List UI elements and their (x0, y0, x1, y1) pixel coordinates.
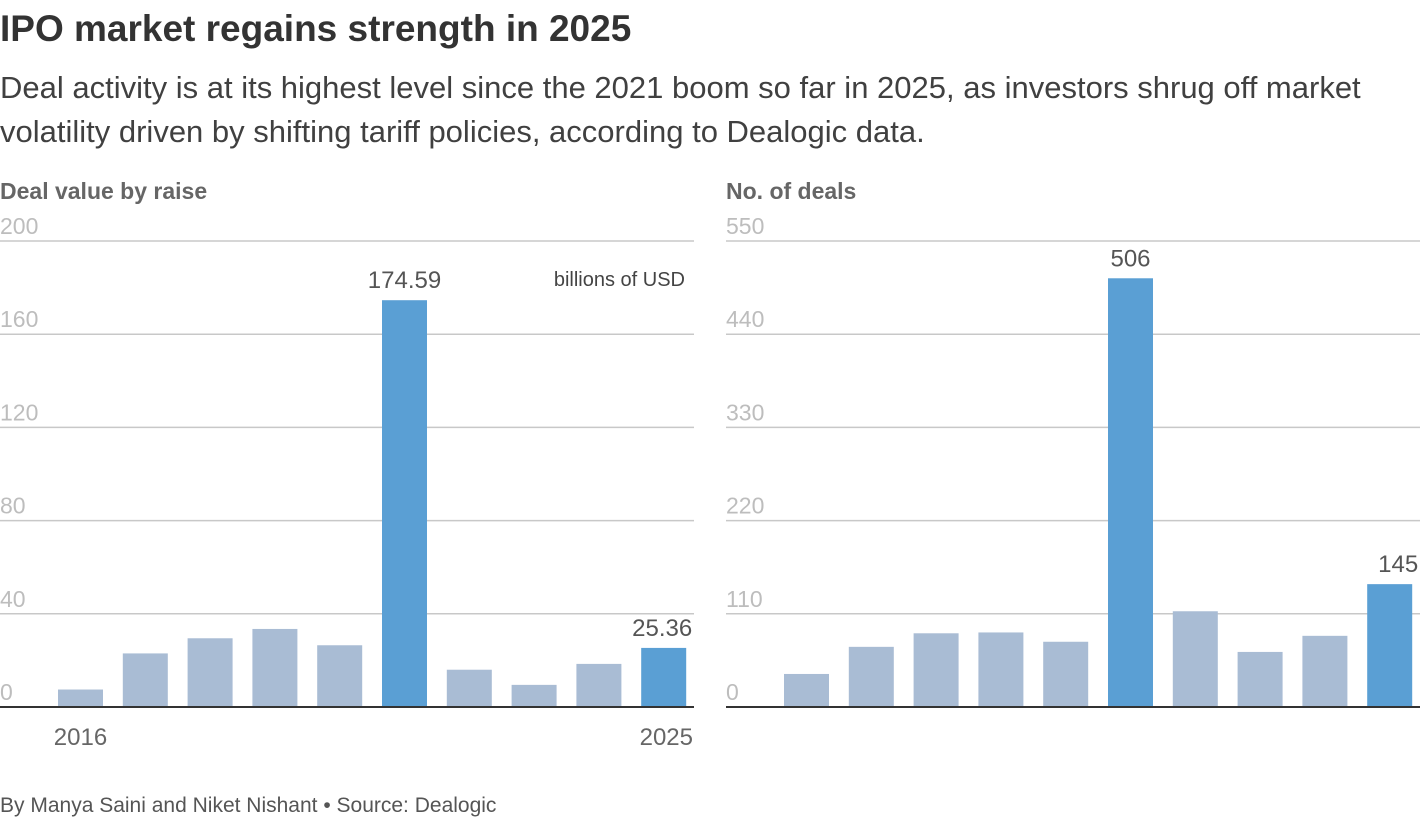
value-bar-2024 (576, 663, 622, 707)
count-y-tick-label: 550 (726, 213, 764, 239)
count-data-label: 145 (1378, 551, 1418, 578)
value-y-tick-label: 40 (0, 586, 26, 612)
count-bar-2023 (1237, 651, 1283, 707)
count-bar-2022 (1172, 611, 1218, 707)
count-bar-2019 (978, 632, 1024, 707)
count-bar-2017 (848, 646, 894, 707)
value-y-tick-label: 80 (0, 493, 26, 519)
count-bar-2018 (913, 633, 959, 707)
value-y-tick-label: 200 (0, 213, 38, 239)
value-bar-2018 (187, 638, 233, 707)
value-bar-2023 (511, 684, 557, 707)
count-y-tick-label: 440 (726, 306, 764, 332)
value-bar-2017 (122, 653, 168, 707)
deal-count-panel: No. of deals 0 110 220 330 440 550 506 145 (726, 176, 1420, 766)
value-x-tick-label: 2025 (640, 724, 693, 751)
value-data-label: 25.36 (632, 615, 692, 642)
deal-value-panel: Deal value by raise 0 40 80 120 160 200 174.59… (0, 176, 694, 766)
value-x-tick-label: 2016 (54, 724, 107, 751)
count-data-label: 506 (1110, 245, 1150, 272)
value-unit-label: billions of USD (554, 269, 685, 291)
deal-value-chart: 0 40 80 120 160 200 174.59 25.36 2016 2025 billion… (0, 213, 694, 751)
count-y-tick-label: 220 (726, 493, 764, 519)
value-bar-2025 (641, 647, 687, 707)
count-bar-2021 (1108, 278, 1153, 707)
value-y-tick-label: 160 (0, 306, 38, 332)
value-bar-2020 (317, 645, 363, 707)
byline-source: By Manya Saini and Niket Nishant • Sourc… (0, 794, 497, 817)
count-bar-2024 (1302, 635, 1348, 707)
count-y-tick-label: 0 (726, 679, 739, 705)
count-y-tick-label: 110 (726, 586, 763, 612)
value-bar-2016 (58, 689, 103, 707)
value-data-label: 174.59 (368, 267, 441, 294)
value-y-tick-label: 0 (0, 679, 13, 705)
chart-title: IPO market regains strength in 2025 (0, 8, 632, 49)
deal-count-chart: 0 110 220 330 440 550 506 145 (726, 213, 1420, 708)
deal-count-title: No. of deals (726, 178, 857, 204)
value-bar-2022 (446, 669, 492, 707)
chart-subtitle: Deal activity is at its highest level si… (0, 70, 1361, 149)
value-bar-2021 (382, 300, 427, 707)
count-y-tick-label: 330 (726, 399, 764, 425)
count-bar-2025 (1367, 584, 1413, 707)
value-y-tick-label: 120 (0, 399, 38, 425)
deal-value-title: Deal value by raise (0, 178, 208, 204)
count-bar-2020 (1043, 641, 1089, 707)
value-bar-2019 (252, 628, 298, 707)
count-bar-2016 (784, 673, 829, 707)
